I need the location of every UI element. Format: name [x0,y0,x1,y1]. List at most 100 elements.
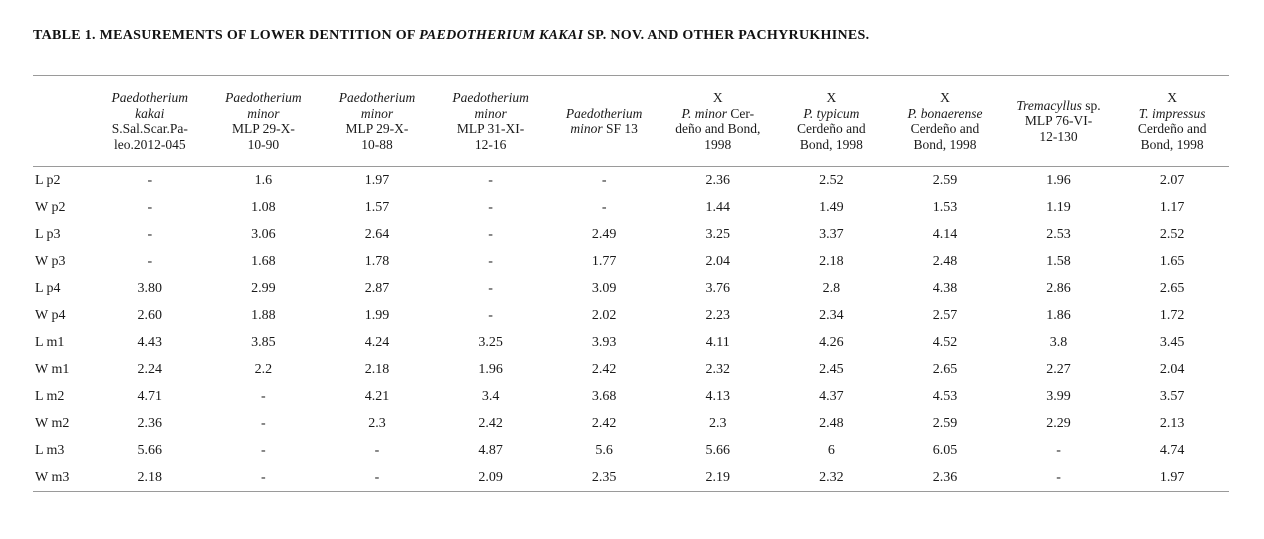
measurement-cell: 4.14 [932,226,958,242]
measurement-cell: - [488,199,493,215]
measurement-cell: 2.36 [137,415,163,431]
measurement-cell: 1.96 [1046,172,1071,188]
measurement-cell: 3.4 [481,388,500,404]
measurement-cell: 2.57 [932,307,958,323]
measurement-cell: 4.37 [819,388,844,404]
row-label: L p2 [35,172,61,188]
measurement-cell: 5.66 [705,442,731,458]
measurement-cell: 3.85 [251,334,276,350]
measurement-cell: 1.53 [932,199,958,215]
header-line: MLP 29-X- [345,121,409,136]
measurement-cell: 1.96 [478,361,503,377]
table-row: W p3 - 1.68 1.78 - 1.77 2.04 2.18 2.48 1.58 1.65 [33,248,1229,275]
caption-species-italic: PAEDOTHERIUM KAKAI [419,28,584,43]
table-row: L m3 5.66 - - 4.87 5.6 5.66 6 6.05 - 4.74 [33,437,1229,464]
measurement-cell: 2.65 [932,361,958,377]
header-line: Paedotherium [225,90,302,105]
header-line: MLP 31-XI- [456,121,525,136]
measurement-cell: 1.99 [364,307,390,323]
header-line: 10-90 [247,136,280,152]
measurement-cell: 1.97 [364,172,390,188]
header-line: MLP 29-X- [231,121,295,136]
table-row: L p4 3.80 2.99 2.87 - 3.09 3.76 2.8 4.38 2.86 2.65 [33,275,1229,302]
measurement-cell: 1.88 [251,307,276,323]
measurement-cell: 3.93 [591,334,617,350]
measurement-cell: - [488,280,493,296]
measurement-cell: 1.97 [1115,464,1229,492]
table-row: W p2 - 1.08 1.57 - - 1.44 1.49 1.53 1.19 1.17 [33,194,1229,221]
table-row: L p2 - 1.6 1.97 - - 2.36 2.52 2.59 1.96 2.07 [33,167,1229,195]
header-line: Cerdeño and [910,121,980,136]
measurement-cell: - [261,388,266,404]
measurement-cell: 1.65 [1159,253,1185,269]
measurement-cell: - [601,172,607,188]
row-label: W p2 [35,199,66,215]
measurement-cell: 4.52 [932,334,958,350]
measurement-cell: 2.42 [591,361,617,377]
header-line: minor [247,105,280,121]
measurement-cell: - [488,172,493,188]
measurement-cell: 1.57 [364,199,390,215]
measurement-cell: 2.48 [932,253,958,269]
header-line: Bond, 1998 [913,136,977,152]
measurement-cell: 3.80 [137,280,163,296]
measurement-cell: 3.99 [1046,388,1071,404]
measurement-cell: - [147,226,153,242]
table-head: Paedotherium kakai S.Sal.Scar.Pa-leo.2012-… [33,75,1229,167]
corner-cell [33,75,93,167]
header-line: Bond, 1998 [1140,136,1204,152]
measurement-cell: 2.18 [819,253,844,269]
measurement-cell: 2.35 [547,464,661,492]
row-label: W m2 [35,415,70,431]
measurement-cell: 1.08 [251,199,276,215]
header-line: S.Sal.Scar.Pa- [111,121,188,136]
header-line: Cerdeño and [797,121,866,136]
measurement-cell: 1.19 [1046,199,1071,215]
measurement-cell: 2.24 [137,361,163,377]
measurement-cell: 2.3 [709,415,727,431]
header-line: X [1167,90,1178,105]
column-header-paedotherium-minor-sf-13: Paedotherium minor SF 13 [547,75,661,167]
header-line: kakai [135,105,165,121]
measurement-cell: 3.25 [705,226,731,242]
measurement-cell: - [488,307,493,323]
caption-prefix: TABLE 1. MEASUREMENTS OF LOWER DENTITION… [33,28,420,43]
row-label: L m3 [35,442,65,458]
measurements-table: Paedotherium kakai S.Sal.Scar.Pa-leo.2012-… [33,75,1229,492]
table-row: W m3 2.18- -2.09 2.35 2.19 2.32 2.36-1.97 [33,464,1229,492]
measurement-cell: 2.99 [251,280,276,296]
measurement-cell: 2.87 [364,280,390,296]
measurement-cell: 2.53 [1046,226,1071,242]
table-row: W m2 2.36 - 2.3 2.42 2.42 2.3 2.48 2.59 2.29 2.13 [33,410,1229,437]
measurement-cell: 4.26 [819,334,844,350]
header-line: Paedotherium [338,90,416,105]
measurement-cell: 6.05 [932,442,958,458]
measurement-cell: 2.64 [364,226,390,242]
measurement-cell: - [147,199,153,215]
measurement-cell: - [261,442,266,458]
measurement-cell: - [1001,464,1116,492]
measurement-cell: 2.18 [364,361,390,377]
column-header-paedotherium-kakai: Paedotherium kakai S.Sal.Scar.Pa-leo.2012-… [93,75,207,167]
header-line: minor [360,105,394,121]
measurement-cell: 2.36 [705,172,731,188]
column-header-paedotherium-minor-mlp-29-x-10-90: Paedotherium minor MLP 29-X- 10-90 [206,75,321,167]
header-line: Paedotherium [452,90,529,105]
measurement-cell: - [601,199,607,215]
header-line: 1998 [704,136,732,152]
header-line: Tremacyllus sp. [1016,97,1101,113]
measurement-cell: 4.71 [137,388,163,404]
measurement-cell: 3.37 [819,226,844,242]
measurement-cell: - [374,442,380,458]
measurement-cell: - [147,172,153,188]
measurement-cell: 2.8 [822,280,841,296]
measurement-cell: 2.52 [819,172,844,188]
measurement-cell: 4.53 [932,388,958,404]
measurement-cell: - [488,226,493,242]
measurement-cell: 1.6 [254,172,273,188]
measurement-cell: 3.57 [1159,388,1185,404]
header-line: P. minor Cer- [681,105,755,121]
measurement-cell: - [320,464,434,492]
measurement-cell: 1.49 [819,199,844,215]
column-header-paedotherium-minor-mlp-31-xi-12-16: Paedotherium minor MLP 31-XI- 12-16 [433,75,548,167]
